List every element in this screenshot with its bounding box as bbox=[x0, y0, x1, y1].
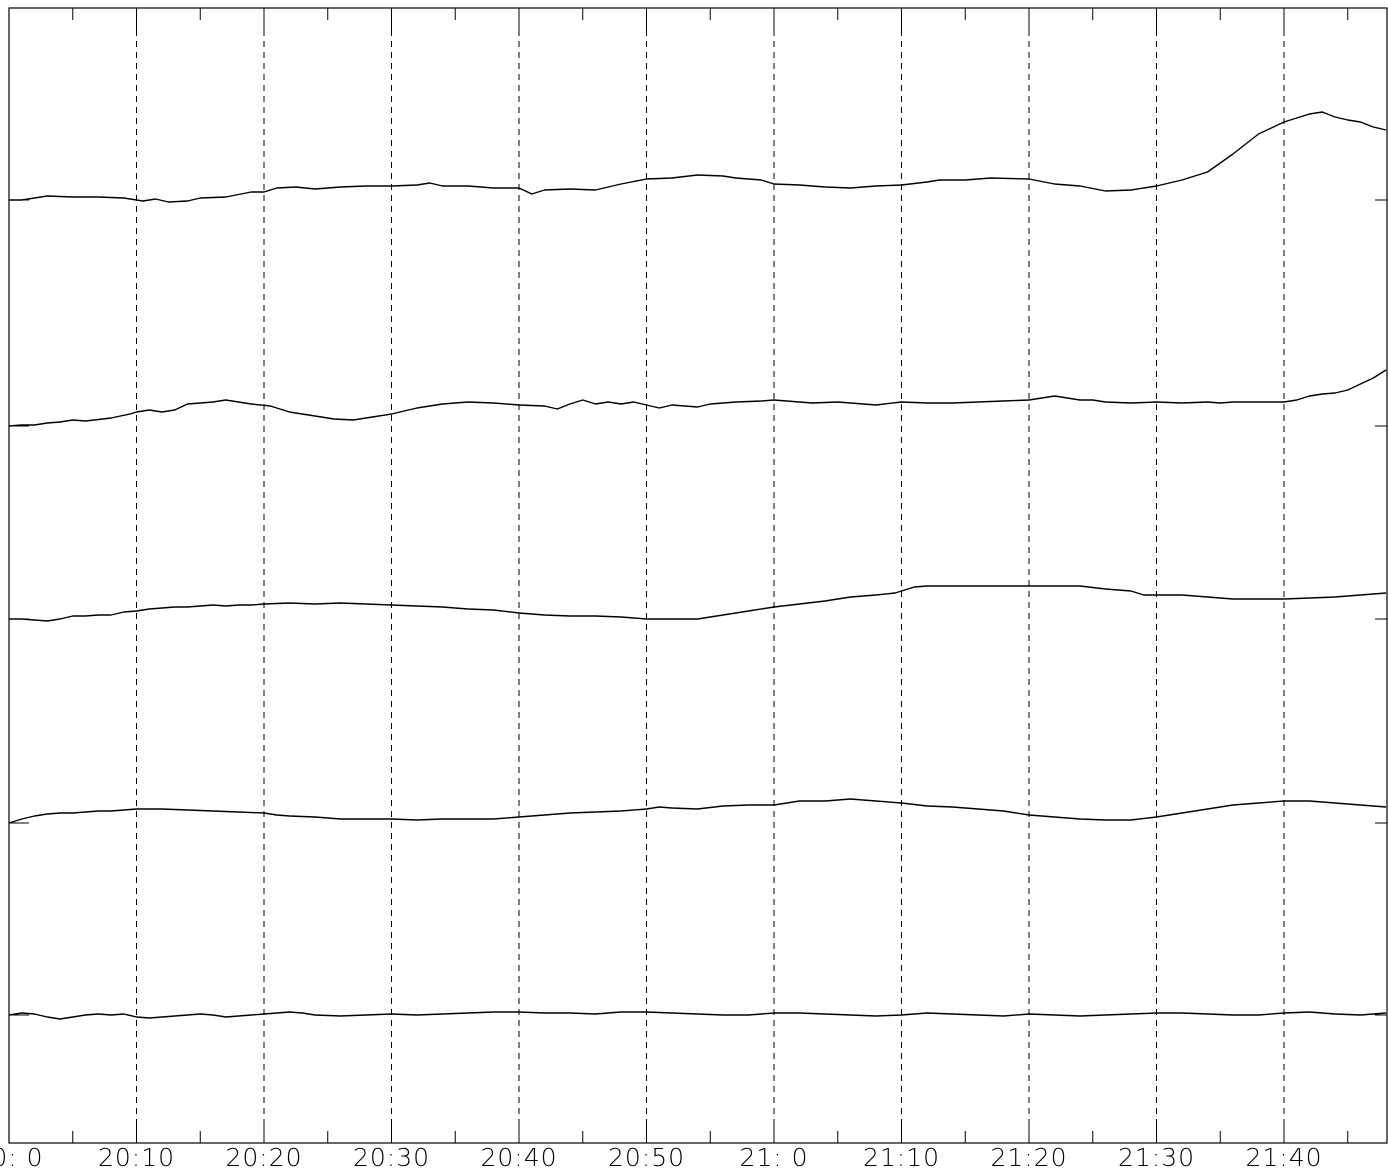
trace-line-3 bbox=[9, 585, 1387, 622]
trace-line-2 bbox=[8, 369, 1387, 427]
x-tick-label-10: 21:40 bbox=[1245, 1143, 1322, 1169]
traces bbox=[8, 111, 1387, 1020]
x-tick-label-5: 20:50 bbox=[608, 1143, 685, 1169]
trace-line-1 bbox=[9, 111, 1387, 203]
plot-frame bbox=[8, 7, 1388, 1144]
trace-line-5 bbox=[8, 1011, 1387, 1020]
x-tick-label-2: 20:20 bbox=[225, 1143, 302, 1169]
x-tick-label-1: 20:10 bbox=[98, 1143, 175, 1169]
x-tick-label-8: 21:20 bbox=[990, 1143, 1067, 1169]
x-tick-label-9: 21:30 bbox=[1118, 1143, 1195, 1169]
x-tick-label-6: 21: 0 bbox=[739, 1143, 808, 1169]
trace-line-4 bbox=[8, 798, 1387, 824]
x-tick-label-4: 20:40 bbox=[480, 1143, 557, 1169]
x-tick-label-0: 20: 0 bbox=[0, 1143, 44, 1169]
x-tick-label-3: 20:30 bbox=[353, 1143, 430, 1169]
x-tick-label-7: 21:10 bbox=[863, 1143, 940, 1169]
axis-ticks bbox=[8, 8, 1387, 1143]
vertical-gridlines bbox=[136, 8, 1285, 1143]
x-axis-tick-labels: 20: 0 20:10 20:20 20:30 20:40 20:50 21: 0 21:10… bbox=[0, 1143, 1322, 1169]
